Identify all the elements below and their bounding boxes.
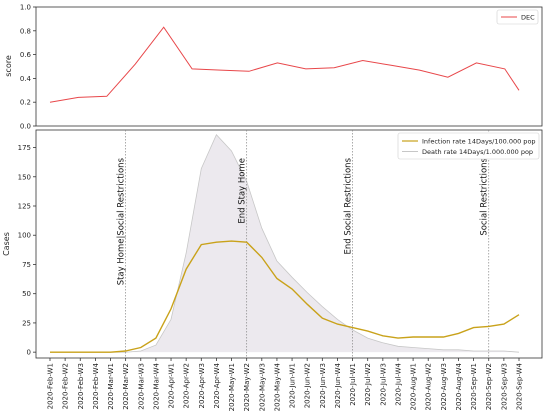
score-ytick-label: 0.2 — [20, 99, 31, 107]
score-ytick-label: 0.8 — [20, 27, 31, 35]
cases-xtick-label: 2020-Jul-W3 — [379, 363, 387, 406]
score-plot-frame — [35, 6, 543, 127]
cases-legend: Infection rate 14Days/100.000 pop Death … — [397, 132, 540, 160]
score-panel: score 0.0 0.2 0.4 0.6 0.8 1.0 DEC — [4, 4, 543, 131]
cases-ytick-label: 25 — [22, 319, 31, 327]
cases-xtick-label: 2020-Sep-W3 — [500, 363, 508, 410]
event-marker-label: End Social Restrictions — [344, 157, 354, 254]
cases-xtick-label: 2020-Apr-W4 — [213, 362, 221, 408]
cases-xtick-label: 2020-May-W3 — [258, 363, 266, 411]
cases-xtick-label: 2020-Apr-W2 — [183, 363, 191, 408]
cases-ytick-label: 150 — [18, 173, 31, 181]
cases-xtick-label: 2020-Jul-W4 — [394, 362, 402, 405]
cases-ytick-label: 125 — [18, 203, 31, 211]
cases-xtick-label: 2020-Jul-W2 — [364, 363, 372, 406]
cases-xtick-label: 2020-Feb-W2 — [62, 363, 70, 409]
cases-xtick-label: 2020-Aug-W4 — [455, 362, 463, 410]
cases-xtick-label: 2020-Feb-W1 — [47, 363, 55, 409]
cases-xtick-label: 2020-Apr-W3 — [198, 363, 206, 408]
event-marker-label: Stay Home|Social Restrictions — [117, 157, 127, 285]
score-legend: DEC — [496, 9, 539, 25]
death-rate-line — [50, 133, 520, 353]
event-marker-label: End Stay Home — [238, 158, 248, 224]
cases-xtick-label: 2020-Aug-W1 — [410, 363, 418, 410]
cases-xtick-label: 2020-Aug-W2 — [425, 363, 433, 410]
cases-xtick-label: 2020-Mar-W2 — [122, 363, 130, 410]
score-ytick-label: 0.0 — [20, 123, 31, 131]
cases-xtick-label: 2020-Feb-W3 — [77, 363, 85, 409]
cases-xtick-label: 2020-Aug-W3 — [440, 363, 448, 410]
cases-ytick-label: 175 — [18, 144, 31, 152]
cases-xtick-label: 2020-Feb-W4 — [92, 362, 100, 409]
cases-xtick-label: 2020-Mar-W1 — [107, 363, 115, 410]
cases-ytick-label: 100 — [18, 232, 31, 240]
infection-legend-label: Infection rate 14Days/100.000 pop — [422, 138, 536, 146]
cases-xtick-label: 2020-Sep-W2 — [485, 363, 493, 410]
score-ytick-label: 0.6 — [20, 51, 32, 59]
cases-xtick-label: 2020-May-W4 — [273, 362, 281, 411]
cases-xtick-label: 2020-May-W2 — [243, 363, 251, 411]
cases-ytick-label: 75 — [22, 261, 31, 269]
dec-series-line — [49, 26, 520, 103]
cases-xtick-label: 2020-Mar-W3 — [137, 363, 145, 410]
cases-xtick-label: 2020-Apr-W1 — [168, 363, 176, 408]
score-legend-box — [496, 9, 539, 25]
death-rate-area — [50, 134, 519, 353]
cases-legend-box — [397, 132, 540, 160]
cases-plot-frame — [35, 129, 543, 359]
cases-ytick-label: 0 — [27, 349, 31, 357]
cases-ytick-label: 50 — [22, 290, 31, 298]
score-ytick-label: 0.4 — [20, 75, 32, 83]
cases-xtick-label: 2020-Jun-W2 — [304, 363, 312, 408]
cases-xtick-label: 2020-Sep-W1 — [470, 363, 478, 410]
cases-xtick-label: 2020-Mar-W4 — [152, 362, 160, 409]
cases-axis-label: Cases — [2, 232, 11, 256]
cases-xtick-label: 2020-Jun-W1 — [289, 363, 297, 408]
death-legend-label: Death rate 14Days/1.000.000 pop — [422, 148, 533, 156]
cases-xtick-label: 2020-Jul-W1 — [349, 363, 357, 406]
cases-xtick-label: 2020-Jun-W3 — [319, 363, 327, 408]
cases-xtick-label: 2020-Sep-W4 — [516, 362, 524, 410]
cases-xtick-label: 2020-May-W1 — [228, 363, 236, 411]
cases-panel: Cases 0 25 50 75 100 125 150 175 Stay Home|Soci… — [2, 129, 543, 411]
dec-legend-label: DEC — [521, 14, 535, 22]
score-ytick-label: 1.0 — [20, 4, 31, 12]
infection-rate-line — [50, 240, 520, 353]
cases-xtick-label: 2020-Jun-W4 — [334, 362, 342, 408]
event-marker-label: Social Restrictions — [480, 157, 490, 235]
score-axis-label: score — [4, 55, 13, 77]
